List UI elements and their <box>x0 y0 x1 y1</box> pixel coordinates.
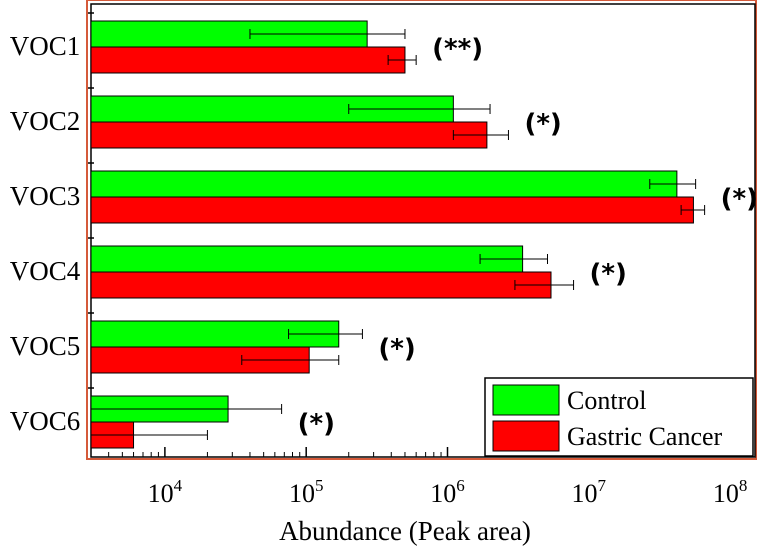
x-axis-label: Abundance (Peak area) <box>279 516 531 546</box>
x-tick-label-5: 105 <box>289 476 324 508</box>
significance-label-voc4: (*) <box>590 259 627 289</box>
category-label-voc4: VOC4 <box>10 256 81 286</box>
legend-label-control: Control <box>567 386 646 415</box>
significance-label-voc3: (*) <box>721 184 758 214</box>
significance-label-voc2: (*) <box>524 109 561 139</box>
legend-swatch-control <box>492 384 560 416</box>
bar-control-voc3 <box>90 170 678 198</box>
category-label-voc5: VOC5 <box>10 331 81 361</box>
category-label-voc3: VOC3 <box>10 181 81 211</box>
bar-gastric-cancer-voc2 <box>90 121 488 149</box>
axes-box <box>90 3 756 458</box>
x-tick-label-7: 107 <box>572 476 607 508</box>
category-label-voc1: VOC1 <box>10 31 81 61</box>
x-tick-label-6: 106 <box>430 476 465 508</box>
bar-gastric-cancer-voc3 <box>90 196 694 224</box>
bar-control-voc4 <box>90 245 524 273</box>
x-tick-label-4: 104 <box>148 476 183 508</box>
significance-label-voc5: (*) <box>378 334 415 364</box>
x-tick-label-8: 108 <box>713 476 748 508</box>
category-label-voc6: VOC6 <box>10 406 81 436</box>
significance-label-voc6: (*) <box>298 409 335 439</box>
significance-label-voc1: (**) <box>432 34 483 64</box>
bar-gastric-cancer-voc1 <box>90 46 406 74</box>
legend-label-gastric-cancer: Gastric Cancer <box>567 422 723 451</box>
category-label-voc2: VOC2 <box>10 106 81 136</box>
bar-gastric-cancer-voc4 <box>90 271 552 299</box>
legend-swatch-gastric-cancer <box>492 420 560 452</box>
